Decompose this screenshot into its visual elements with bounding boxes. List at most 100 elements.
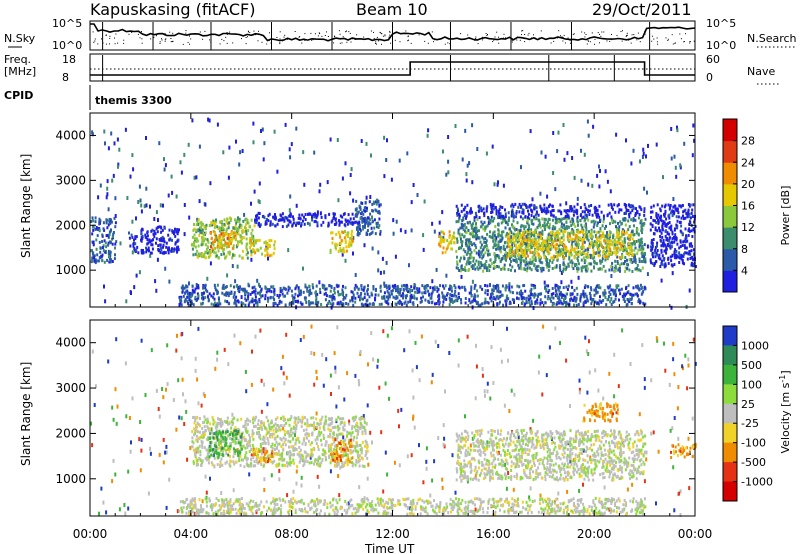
power-echo (540, 244, 543, 248)
power-echo (520, 256, 523, 260)
power-echo (141, 228, 144, 232)
power-echo (585, 226, 588, 230)
power-echo (676, 209, 679, 213)
power-echo (641, 250, 644, 254)
power-echo (383, 270, 386, 275)
power-echo (158, 225, 161, 229)
power-echo (340, 249, 342, 253)
power-echo (345, 249, 348, 253)
power-echo (504, 286, 507, 290)
power-echo (590, 204, 593, 207)
power-echo (583, 261, 586, 265)
power-echo (616, 204, 619, 208)
power-echo (235, 221, 238, 225)
power-echo (472, 297, 475, 301)
power-echo (689, 216, 692, 220)
power-echo (492, 266, 495, 270)
power-echo (426, 284, 429, 288)
power-echo (587, 182, 590, 187)
power-echo (581, 216, 584, 220)
power-echo (525, 239, 528, 243)
freq-line (90, 61, 695, 76)
power-echo (513, 235, 516, 239)
power-echo (466, 203, 469, 207)
power-echo (292, 215, 294, 219)
power-echo (674, 207, 677, 211)
power-echo (204, 296, 207, 300)
power-echo (584, 265, 586, 269)
power-echo (118, 147, 121, 152)
power-echo (613, 203, 616, 207)
power-echo (582, 237, 585, 241)
power-echo (135, 248, 138, 252)
power-echo (491, 236, 494, 240)
power-echo (229, 219, 232, 222)
power-echo (248, 237, 251, 241)
power-echo (550, 236, 553, 240)
power-echo (450, 247, 453, 251)
power-echo (511, 254, 514, 257)
power-echo (114, 214, 117, 218)
power-echo (468, 238, 471, 242)
power-echo (378, 203, 381, 208)
power-echo (216, 302, 219, 306)
power-echo (589, 256, 592, 260)
power-echo (208, 224, 211, 228)
power-echo (344, 286, 347, 290)
nsearch-dot (467, 34, 469, 36)
power-echo (584, 231, 587, 234)
power-echo (224, 285, 227, 289)
power-echo (687, 215, 690, 219)
power-echo (605, 249, 608, 253)
power-echo (656, 229, 659, 233)
power-echo (406, 151, 409, 156)
power-echo (619, 292, 622, 296)
power-echo (212, 250, 215, 254)
power-echo (162, 203, 164, 208)
power-echo (497, 228, 500, 232)
freq-step-ticks (102, 55, 651, 81)
power-echo (194, 252, 197, 256)
power-echo (461, 219, 464, 222)
power-echo (489, 258, 492, 262)
nsearch-dot (172, 32, 174, 34)
nsearch-dot (477, 43, 479, 45)
power-echo (554, 231, 557, 235)
power-echo (254, 220, 257, 224)
power-echo (179, 297, 182, 301)
power-echo (625, 252, 628, 256)
power-echo (522, 237, 525, 241)
power-echo (558, 227, 561, 231)
power-echo (518, 266, 521, 270)
power-echo (618, 238, 621, 242)
power-ytick-label: 1000 (55, 263, 86, 277)
power-echo (126, 196, 129, 200)
power-echo (526, 248, 528, 252)
power-echo (523, 227, 526, 230)
power-echo (544, 295, 547, 299)
power-echo (611, 240, 614, 244)
power-echo (545, 243, 548, 247)
power-echo (315, 296, 318, 300)
power-echo (624, 266, 627, 270)
power-echo (587, 238, 590, 242)
power-echo (140, 209, 143, 214)
nsearch-dot (348, 31, 350, 33)
power-echo (216, 245, 219, 249)
power-echo (460, 246, 462, 250)
power-echo (565, 209, 568, 213)
power-echo (482, 227, 485, 231)
power-echo (348, 240, 351, 244)
power-echo (366, 229, 369, 232)
power-echo (218, 300, 221, 304)
power-echo (617, 231, 620, 235)
power-echo (390, 289, 393, 293)
power-echo (506, 294, 509, 298)
power-echo (487, 249, 490, 253)
power-echo (608, 268, 611, 272)
power-echo (416, 287, 418, 291)
power-echo (596, 231, 599, 235)
power-echo (130, 291, 132, 295)
power-echo (615, 253, 618, 257)
power-echo (621, 247, 624, 251)
